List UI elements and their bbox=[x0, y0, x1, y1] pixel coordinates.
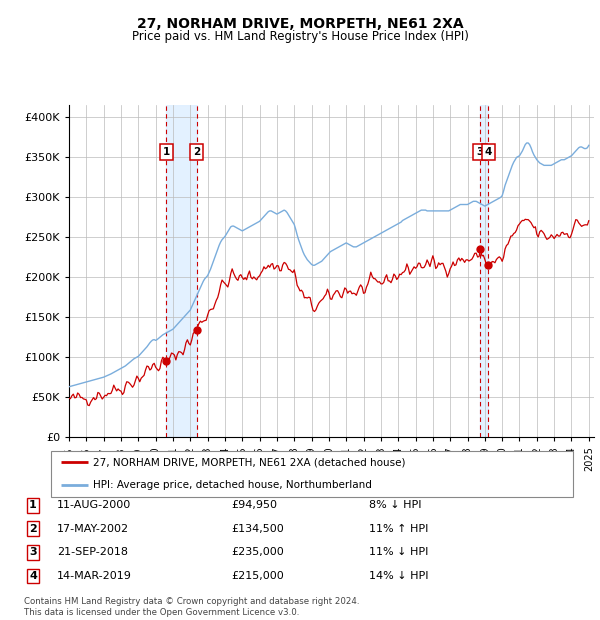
Text: 11% ↓ HPI: 11% ↓ HPI bbox=[369, 547, 428, 557]
Text: 14% ↓ HPI: 14% ↓ HPI bbox=[369, 571, 428, 581]
Text: Price paid vs. HM Land Registry's House Price Index (HPI): Price paid vs. HM Land Registry's House … bbox=[131, 30, 469, 43]
Text: 14-MAR-2019: 14-MAR-2019 bbox=[57, 571, 132, 581]
Text: £134,500: £134,500 bbox=[231, 524, 284, 534]
Text: 8% ↓ HPI: 8% ↓ HPI bbox=[369, 500, 421, 510]
Text: 2: 2 bbox=[29, 524, 37, 534]
Text: £215,000: £215,000 bbox=[231, 571, 284, 581]
FancyBboxPatch shape bbox=[50, 451, 574, 497]
Text: 3: 3 bbox=[476, 147, 484, 157]
Text: 11-AUG-2000: 11-AUG-2000 bbox=[57, 500, 131, 510]
Text: 4: 4 bbox=[29, 571, 37, 581]
Text: 3: 3 bbox=[29, 547, 37, 557]
Text: 2: 2 bbox=[193, 147, 200, 157]
Text: 17-MAY-2002: 17-MAY-2002 bbox=[57, 524, 129, 534]
Text: £235,000: £235,000 bbox=[231, 547, 284, 557]
Text: 1: 1 bbox=[29, 500, 37, 510]
Bar bbox=[166, 105, 197, 437]
Text: 27, NORHAM DRIVE, MORPETH, NE61 2XA (detached house): 27, NORHAM DRIVE, MORPETH, NE61 2XA (det… bbox=[93, 458, 406, 467]
Text: 4: 4 bbox=[485, 147, 492, 157]
Text: 27, NORHAM DRIVE, MORPETH, NE61 2XA: 27, NORHAM DRIVE, MORPETH, NE61 2XA bbox=[137, 17, 463, 32]
Text: 11% ↑ HPI: 11% ↑ HPI bbox=[369, 524, 428, 534]
Text: Contains HM Land Registry data © Crown copyright and database right 2024.
This d: Contains HM Land Registry data © Crown c… bbox=[24, 598, 359, 617]
Text: 1: 1 bbox=[163, 147, 170, 157]
Bar bbox=[480, 105, 488, 437]
Text: £94,950: £94,950 bbox=[231, 500, 277, 510]
Text: HPI: Average price, detached house, Northumberland: HPI: Average price, detached house, Nort… bbox=[93, 480, 372, 490]
Text: 21-SEP-2018: 21-SEP-2018 bbox=[57, 547, 128, 557]
